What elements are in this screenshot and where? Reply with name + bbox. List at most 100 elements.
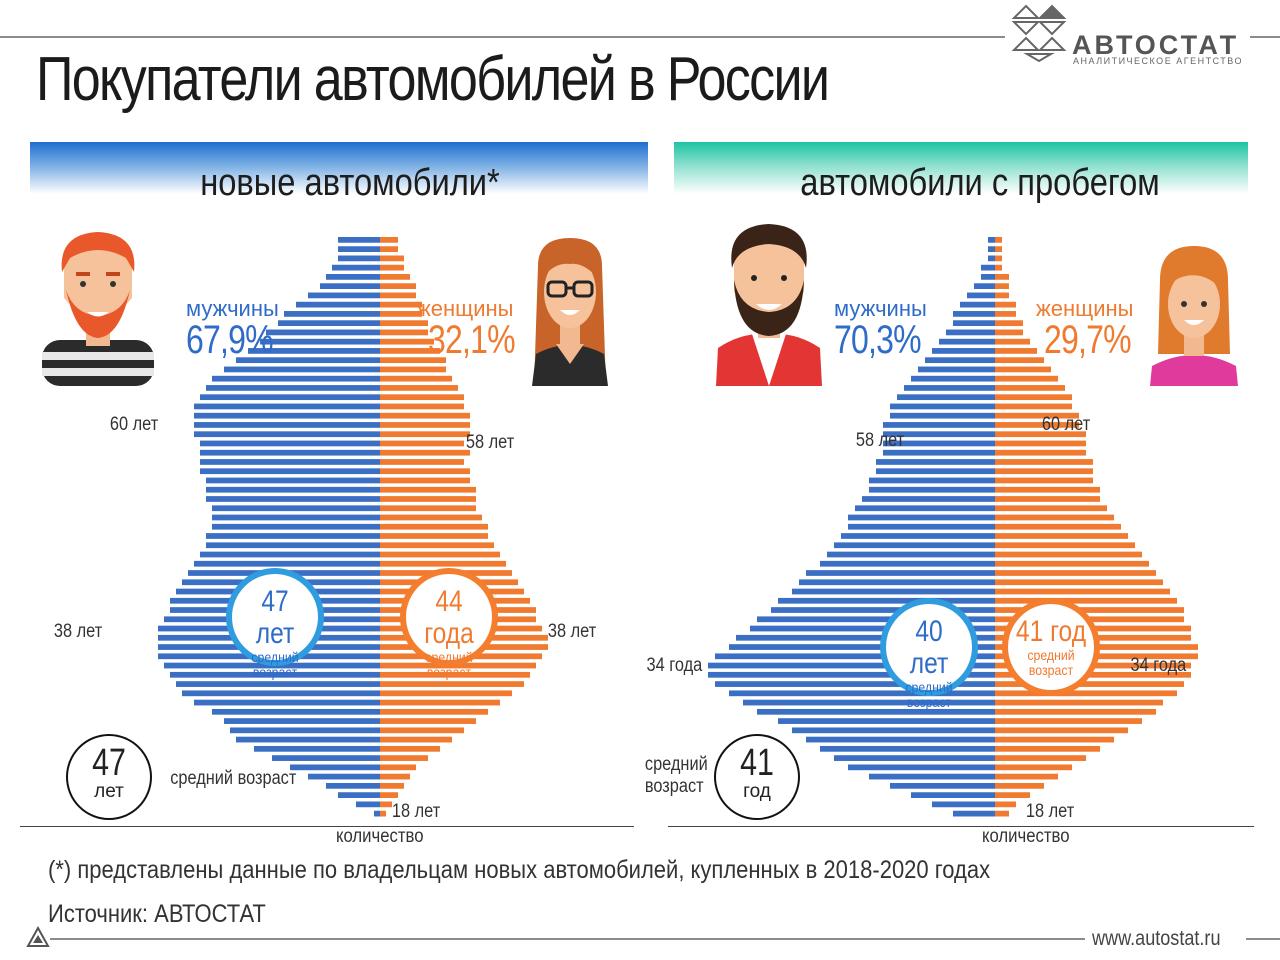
used-female-bar-age-18 <box>995 810 1009 817</box>
used-male-bar-age-80 <box>988 237 995 243</box>
footnote: (*) представлены данные по владельцам но… <box>48 856 991 884</box>
new-female-bar-age-74 <box>380 292 416 299</box>
new-male-bar-age-71 <box>278 320 380 327</box>
new-female-bar-age-61 <box>380 412 470 419</box>
used-female-bar-age-50 <box>995 514 1114 521</box>
used-female-bar-age-28 <box>995 718 1142 724</box>
used-male-label: мужчины <box>834 296 927 321</box>
source: Источник: АВТОСТАТ <box>48 900 266 928</box>
used-female-bar-age-68 <box>995 348 1037 354</box>
used-male-bar-age-73 <box>960 301 995 308</box>
new-male-bar-age-18 <box>374 810 380 817</box>
used-male-bar-age-49 <box>848 523 995 530</box>
new-female-bar-age-32 <box>380 681 524 687</box>
used-male-bar-age-74 <box>967 292 995 299</box>
new-female-bar-age-50 <box>380 514 482 521</box>
used-male-bar-age-40 <box>771 607 995 613</box>
used-male-bar-age-45 <box>820 560 995 567</box>
used-female-bar-age-27 <box>995 727 1128 734</box>
new-cars-header-band <box>30 142 648 194</box>
new-female-bar-age-66 <box>380 366 446 373</box>
new-male-avg-badge: 47 лет средний возраст <box>226 568 324 680</box>
new-female-age-label-38: 38 лет <box>547 621 597 642</box>
new-female-bar-age-47 <box>380 542 494 549</box>
new-male-bar-age-63 <box>200 394 380 401</box>
used-female-bar-age-26 <box>995 736 1114 743</box>
new-female-bar-age-75 <box>380 283 416 290</box>
used-male-avg-badge: 40 лет средний возраст <box>880 598 978 710</box>
used-female-bar-age-63 <box>995 394 1072 401</box>
used-female-bar-age-47 <box>995 542 1135 549</box>
new-male-bar-age-69 <box>260 338 380 345</box>
used-male-bar-age-34 <box>708 662 995 669</box>
used-male-pct: 70,3% <box>834 318 922 362</box>
used-female-bar-age-44 <box>995 570 1156 576</box>
new-male-bar-age-55 <box>200 468 380 475</box>
new-male-bar-age-46 <box>200 551 380 558</box>
used-female-bar-age-77 <box>995 264 1002 271</box>
new-male-bar-age-54 <box>206 477 380 484</box>
used-female-bar-age-73 <box>995 301 1016 308</box>
used-male-avg-caption: средний возраст <box>905 679 953 710</box>
used-male-bar-age-76 <box>981 274 995 280</box>
new-overall-avg-value: 47 <box>92 742 126 784</box>
used-female-bar-age-54 <box>995 477 1093 484</box>
new-x-axis-label: количество <box>335 826 424 847</box>
used-female-bar-age-80 <box>995 237 1002 243</box>
new-male-bar-age-49 <box>212 523 380 530</box>
new-female-bar-age-59 <box>380 431 470 438</box>
new-female-bar-age-48 <box>380 533 488 539</box>
new-male-bar-age-47 <box>206 542 380 549</box>
new-female-bar-age-60 <box>380 422 470 428</box>
logo-subtitle: АНАЛИТИЧЕСКОЕ АГЕНТСТВО <box>1073 56 1243 66</box>
used-male-bar-age-43 <box>799 579 995 586</box>
used-male-bar-age-77 <box>981 264 995 271</box>
used-male-bar-age-70 <box>946 329 995 336</box>
used-female-bar-age-51 <box>995 505 1107 512</box>
used-female-age-label-60: 60 лет <box>1041 414 1091 435</box>
new-female-bar-age-18 <box>380 810 386 817</box>
used-female-bar-age-56 <box>995 459 1093 465</box>
new-male-bar-age-48 <box>206 533 380 539</box>
used-male-bar-age-38 <box>750 625 995 632</box>
new-female-bar-age-72 <box>380 311 422 317</box>
new-male-bar-age-61 <box>194 412 380 419</box>
new-female-bar-age-26 <box>380 736 452 743</box>
used-male-age-label-34: 34 года <box>646 655 703 676</box>
new-male-bar-age-59 <box>194 431 380 438</box>
used-female-avg-value: 41 год <box>1015 615 1087 648</box>
used-male-bar-age-61 <box>890 412 995 419</box>
new-overall-avg-circle: 47 лет <box>66 734 152 820</box>
bearded-man-avatar-icon <box>716 224 822 386</box>
new-female-bar-age-49 <box>380 523 488 530</box>
site-url[interactable]: www.autostat.ru <box>1092 927 1221 950</box>
new-female-bar-age-34 <box>380 662 536 669</box>
new-male-bar-age-52 <box>206 496 380 502</box>
new-female-bar-age-25 <box>380 745 440 752</box>
new-female-bar-age-70 <box>380 329 428 336</box>
new-female-bar-age-62 <box>380 403 464 410</box>
new-female-bar-age-77 <box>380 264 404 271</box>
new-male-bar-age-77 <box>332 264 380 271</box>
used-male-bar-age-28 <box>778 718 995 724</box>
used-male-bar-age-66 <box>918 366 995 373</box>
used-male-bar-age-20 <box>911 792 995 798</box>
used-female-bar-age-22 <box>995 773 1058 780</box>
used-overall-avg-circle: 41 год <box>714 734 800 820</box>
new-male-bar-age-68 <box>248 348 380 354</box>
used-male-bar-age-25 <box>820 745 995 752</box>
new-female-bar-age-65 <box>380 375 452 382</box>
new-female-bar-age-76 <box>380 274 410 280</box>
used-male-bar-age-46 <box>827 551 995 558</box>
used-male-bar-age-55 <box>876 468 995 475</box>
used-cars-title: автомобили с пробегом <box>800 162 1160 204</box>
new-female-bar-age-55 <box>380 468 470 475</box>
new-male-age-label-38: 38 лет <box>53 621 103 642</box>
new-female-avg-caption: средний возраст <box>425 649 473 680</box>
used-female-bar-age-59 <box>995 431 1086 438</box>
new-male-age-label-60: 60 лет <box>109 414 159 435</box>
top-rule <box>0 36 1005 38</box>
used-male-bar-age-41 <box>778 597 995 604</box>
new-male-bar-age-66 <box>224 366 380 373</box>
